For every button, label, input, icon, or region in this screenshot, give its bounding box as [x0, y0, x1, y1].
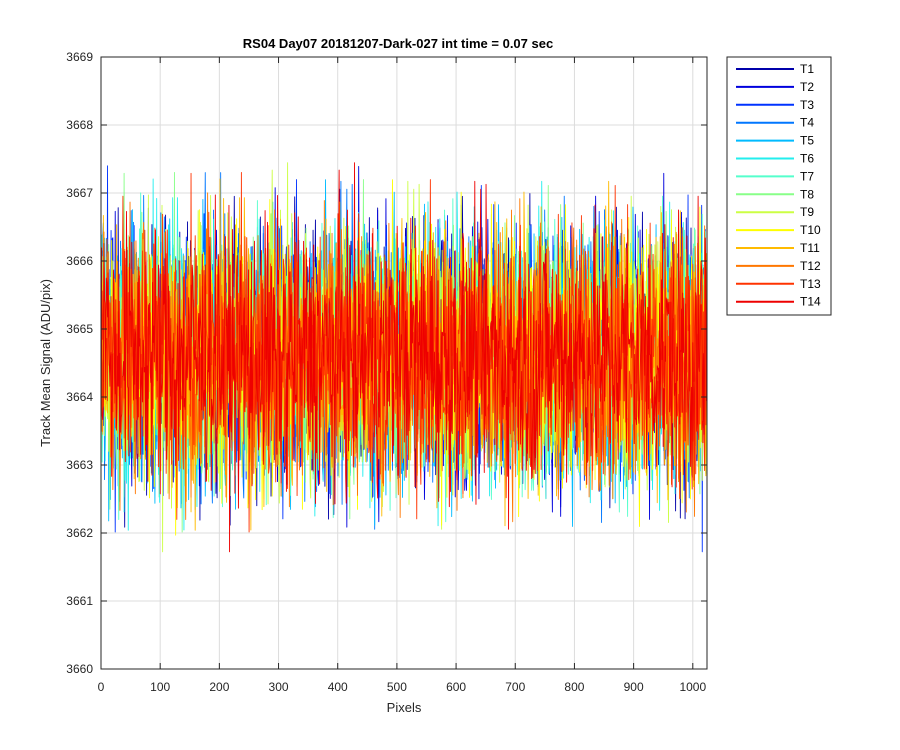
legend-label: T2	[800, 80, 814, 94]
y-ticks: 3660 3661 3662 3663 3664 3665 3666 3667 3668 3669	[66, 50, 707, 676]
legend-item-t1: T1	[736, 62, 814, 76]
y-axis-label: Track Mean Signal (ADU/pix)	[38, 279, 53, 447]
y-tick-label: 3664	[66, 390, 93, 404]
x-tick-label: 600	[446, 680, 466, 694]
axes-box	[100, 56, 708, 670]
legend-item-t14: T14	[736, 295, 821, 309]
y-tick-label: 3661	[66, 594, 93, 608]
x-tick-label: 300	[269, 680, 289, 694]
legend-label: T3	[800, 98, 814, 112]
legend-item-t4: T4	[736, 116, 814, 130]
x-tick-label: 900	[624, 680, 644, 694]
legend-label: T4	[800, 116, 814, 130]
legend-label: T13	[800, 277, 821, 291]
legend-item-t13: T13	[736, 277, 821, 291]
legend-item-t3: T3	[736, 98, 814, 112]
y-tick-label: 3662	[66, 526, 93, 540]
legend-item-t2: T2	[736, 80, 814, 94]
series-lines	[100, 162, 708, 553]
legend-label: T14	[800, 295, 821, 309]
legend-item-t7: T7	[736, 169, 814, 183]
x-tick-label: 700	[505, 680, 525, 694]
y-tick-label: 3669	[66, 50, 93, 64]
legend-box	[726, 56, 832, 316]
y-tick-label: 3668	[66, 118, 93, 132]
x-axis-label: Pixels	[387, 700, 422, 715]
y-tick-label: 3667	[66, 186, 93, 200]
legend-label: T5	[800, 134, 814, 148]
y-tick-label: 3660	[66, 662, 93, 676]
x-tick-label: 1000	[679, 680, 706, 694]
legend-item-t11: T11	[736, 241, 820, 255]
legend-item-t12: T12	[736, 259, 821, 273]
y-tick-label: 3665	[66, 322, 93, 336]
legend-label: T11	[800, 241, 820, 255]
series-line-t14	[100, 162, 708, 553]
legend-label: T8	[800, 187, 814, 201]
chart-title: RS04 Day07 20181207-Dark-027 int time = …	[243, 36, 553, 51]
x-tick-label: 0	[98, 680, 105, 694]
y-tick-label: 3663	[66, 458, 93, 472]
legend-label: T9	[800, 205, 814, 219]
legend-items: T1 T2 T3 T4 T5 T6 T7 T8 T9 T10 T11 T12 T13 T14	[736, 62, 821, 309]
plot-area: 0 100 200 300 400 500 600 700 800 900 1000 3660366…	[66, 50, 708, 694]
legend-item-t10: T10	[736, 223, 821, 237]
legend-label: T6	[800, 152, 814, 166]
legend-label: T10	[800, 223, 821, 237]
x-tick-label: 500	[387, 680, 407, 694]
legend-label: T1	[800, 62, 814, 76]
legend-item-t5: T5	[736, 134, 814, 148]
x-tick-label: 400	[328, 680, 348, 694]
y-tick-label: 3666	[66, 254, 93, 268]
x-ticks: 0 100 200 300 400 500 600 700 800 900 1000	[98, 57, 706, 694]
legend: T1 T2 T3 T4 T5 T6 T7 T8 T9 T10 T11 T12 T13 T14	[726, 56, 832, 316]
legend-item-t6: T6	[736, 152, 814, 166]
x-tick-label: 200	[209, 680, 229, 694]
x-tick-label: 800	[564, 680, 584, 694]
legend-item-t8: T8	[736, 187, 814, 201]
legend-label: T7	[800, 169, 814, 183]
legend-item-t9: T9	[736, 205, 814, 219]
x-tick-label: 100	[150, 680, 170, 694]
legend-label: T12	[800, 259, 821, 273]
